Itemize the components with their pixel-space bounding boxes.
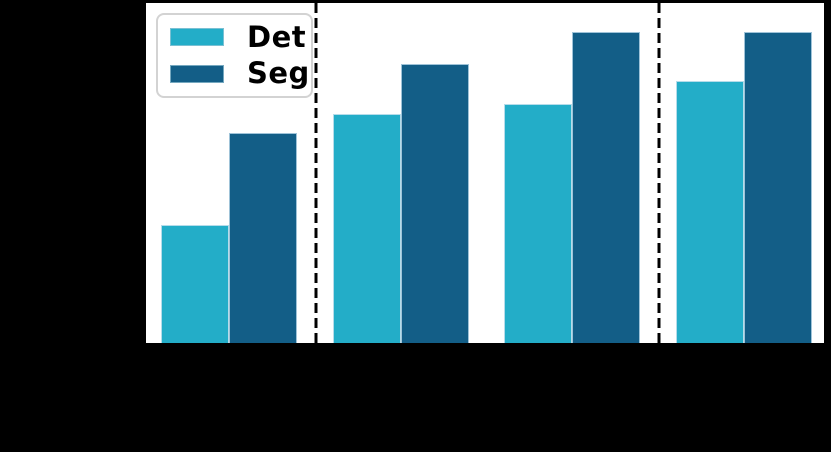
bar-seg-group1 <box>228 132 297 343</box>
bar-det-group3 <box>503 103 572 343</box>
bar-det-group1 <box>160 225 229 343</box>
dashed-separator <box>657 3 661 343</box>
bar-det-group4 <box>675 80 744 343</box>
legend-item-seg: Seg <box>170 59 311 88</box>
plot-area: Det Seg <box>146 3 824 343</box>
legend-label-seg: Seg <box>247 56 310 91</box>
legend-item-det: Det <box>170 19 311 54</box>
legend: Det Seg <box>156 13 313 98</box>
bar-seg-group3 <box>571 31 640 343</box>
dashed-separator <box>314 3 318 343</box>
bar-det-group2 <box>332 113 401 343</box>
legend-swatch-det-icon <box>170 28 224 47</box>
legend-label-det: Det <box>247 19 307 54</box>
bar-seg-group4 <box>743 31 812 343</box>
legend-swatch-seg-icon <box>170 64 224 83</box>
bar-seg-group2 <box>400 63 469 343</box>
